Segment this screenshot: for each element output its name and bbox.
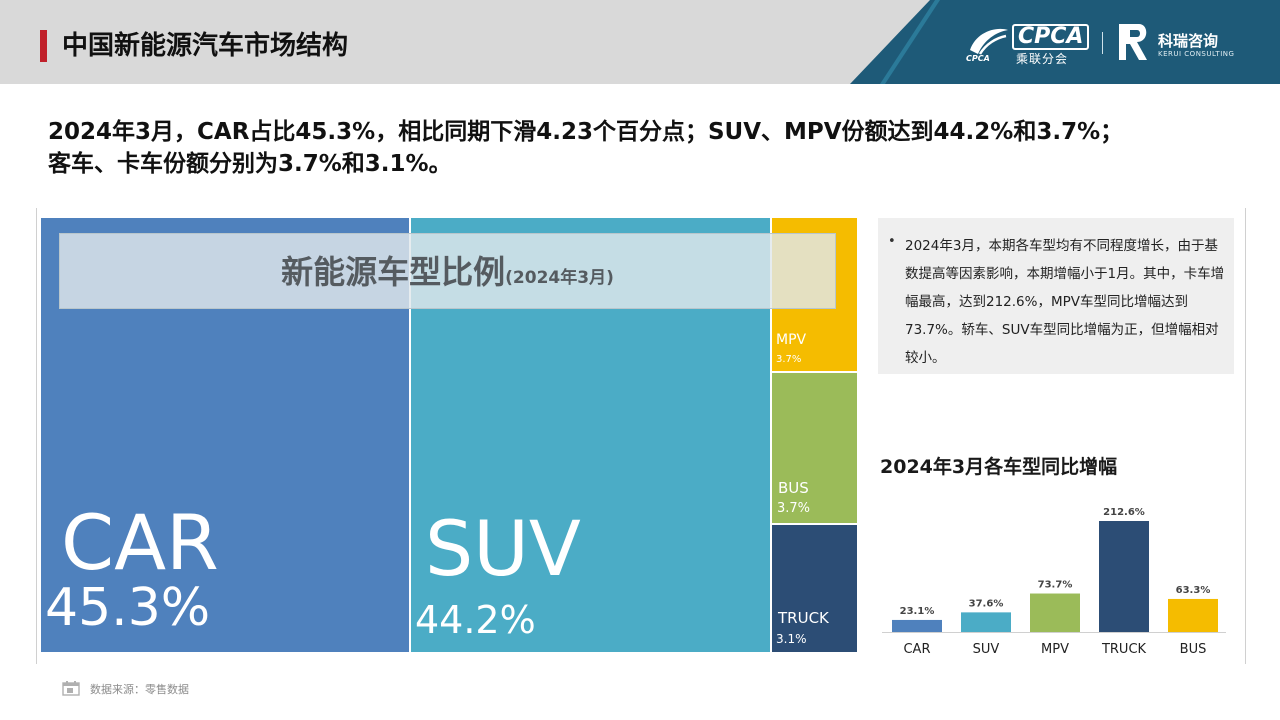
tile-value-car: 45.3% xyxy=(45,578,211,638)
tile-value-bus: 3.7% xyxy=(777,501,811,516)
title-accent-bar xyxy=(40,30,47,62)
headline-line-2: 客车、卡车份额分别为3.7%和3.1%。 xyxy=(48,151,452,177)
bar-category-label-bus: BUS xyxy=(1180,642,1207,657)
chart-frame-left xyxy=(36,208,37,664)
bar-value-label-mpv: 73.7% xyxy=(1038,580,1073,591)
tile-label-bus: BUS xyxy=(778,479,809,497)
logo-panel xyxy=(850,0,1280,84)
bar-category-label-car: CAR xyxy=(903,642,930,657)
bar-value-label-truck: 212.6% xyxy=(1103,507,1145,518)
kerui-logo-subtitle: KERUI CONSULTING xyxy=(1158,50,1235,58)
treemap-subtitle: (2024年3月) xyxy=(505,268,614,288)
bar-truck xyxy=(1099,521,1149,632)
cpca-emblem-icon xyxy=(970,28,1008,55)
bar-chart-title: 2024年3月各车型同比增幅 xyxy=(880,456,1118,478)
bar-value-label-bus: 63.3% xyxy=(1176,585,1211,596)
tile-label-mpv: MPV xyxy=(776,332,807,348)
page-title: 中国新能源汽车市场结构 xyxy=(62,31,349,61)
tile-value-truck: 3.1% xyxy=(776,632,807,646)
headline-line-1: 2024年3月，CAR占比45.3%，相比同期下滑4.23个百分点；SUV、MP… xyxy=(48,119,1124,145)
note-box: • 2024年3月，本期各车型均有不同程度增长，由于基数提高等因素影响，本期增幅… xyxy=(878,218,1234,374)
logo-divider xyxy=(1102,32,1103,54)
bar-suv xyxy=(961,612,1011,632)
note-bullet: • xyxy=(888,234,896,249)
bar-chart: 23.1% CAR 37.6% SUV 73.7% MPV 212.6% TRUCK 63.3%… xyxy=(882,507,1226,657)
bar-category-label-mpv: MPV xyxy=(1041,642,1069,657)
tile-value-mpv: 3.7% xyxy=(776,354,802,365)
treemap-title: 新能源车型比例 xyxy=(281,253,506,291)
bar-mpv xyxy=(1030,593,1080,632)
kerui-emblem-icon xyxy=(1119,24,1147,60)
cpca-logo-subtitle: 乘联分会 xyxy=(1016,52,1069,66)
tile-label-truck: TRUCK xyxy=(778,609,829,627)
treemap-tile-truck: TRUCK 3.1% xyxy=(772,525,857,652)
headline: 2024年3月，CAR占比45.3%，相比同期下滑4.23个百分点；SUV、MP… xyxy=(48,116,1248,180)
bar-category-label-suv: SUV xyxy=(973,642,1000,657)
treemap-tile-bus: BUS 3.7% xyxy=(772,373,857,523)
treemap-title-overlay: 新能源车型比例(2024年3月) xyxy=(59,233,836,309)
cpca-logo-small-text: CPCA xyxy=(966,54,990,63)
tile-value-suv: 44.2% xyxy=(415,598,536,642)
bar-value-label-suv: 37.6% xyxy=(969,598,1004,609)
cpca-logo-text: CPCA xyxy=(1012,24,1090,50)
chart-frame-right xyxy=(1245,208,1246,664)
tile-label-suv: SUV xyxy=(425,504,581,593)
source-icon xyxy=(62,681,80,696)
cpca-logo: CPCA 乘联分会 CPCA xyxy=(966,20,1092,66)
bar-bus xyxy=(1168,598,1218,632)
bar-car xyxy=(892,619,942,632)
bar-category-label-truck: TRUCK xyxy=(1101,642,1147,657)
source-note: 数据来源：零售数据 xyxy=(90,683,189,696)
note-text: 2024年3月，本期各车型均有不同程度增长，由于基数提高等因素影响，本期增幅小于… xyxy=(905,238,1225,366)
tile-label-car: CAR xyxy=(61,498,219,587)
kerui-logo-text: 科瑞咨询 xyxy=(1158,32,1219,50)
bar-value-label-car: 23.1% xyxy=(900,606,935,617)
